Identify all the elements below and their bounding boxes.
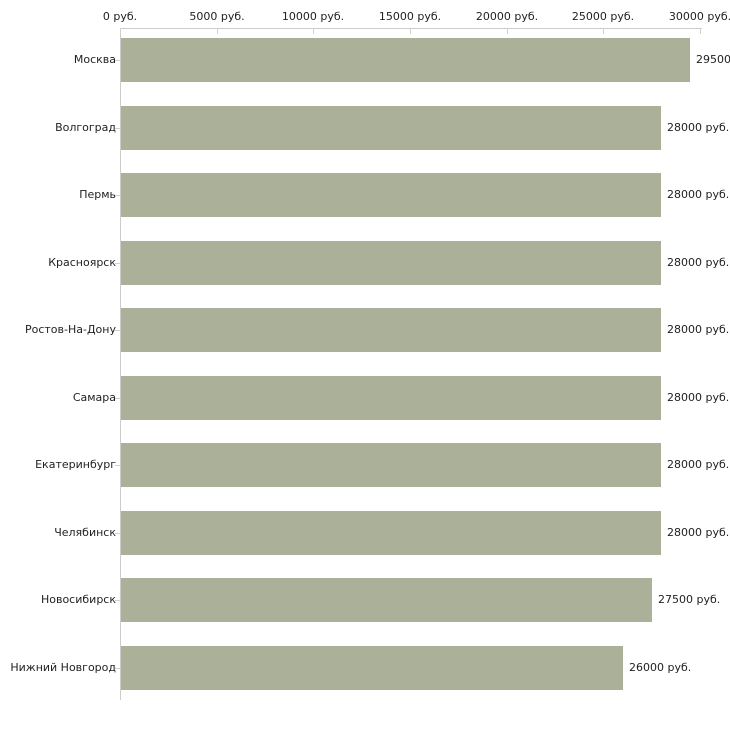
x-axis-tick-label: 20000 руб. xyxy=(475,10,539,23)
category-label: Новосибирск xyxy=(40,593,116,606)
bar xyxy=(120,106,661,150)
x-axis-tick xyxy=(120,28,121,34)
value-label: 28000 руб. xyxy=(667,391,730,404)
bar xyxy=(120,376,661,420)
value-label: 26000 руб. xyxy=(629,661,692,674)
y-axis-tick xyxy=(115,195,120,196)
value-label: 28000 руб. xyxy=(667,458,730,471)
x-axis-tick xyxy=(700,28,701,34)
category-label: Ростов-На-Дону xyxy=(24,323,116,336)
value-label: 29500 руб. xyxy=(696,53,730,66)
value-label: 28000 руб. xyxy=(667,256,730,269)
x-axis-tick-label: 25000 руб. xyxy=(571,10,635,23)
x-axis-tick xyxy=(217,28,218,34)
category-label: Екатеринбург xyxy=(35,458,116,471)
category-label: Челябинск xyxy=(54,526,116,539)
y-axis-line xyxy=(120,28,121,700)
category-label: Нижний Новгород xyxy=(10,661,116,674)
x-axis-tick xyxy=(507,28,508,34)
y-axis-tick xyxy=(115,398,120,399)
bar xyxy=(120,511,661,555)
x-axis-tick xyxy=(410,28,411,34)
x-axis-tick xyxy=(603,28,604,34)
category-label: Москва xyxy=(73,53,116,66)
y-axis-tick xyxy=(115,600,120,601)
value-label: 28000 руб. xyxy=(667,121,730,134)
category-label: Пермь xyxy=(79,188,116,201)
x-axis-tick-label: 30000 руб. xyxy=(668,10,730,23)
y-axis-tick xyxy=(115,128,120,129)
category-label: Красноярск xyxy=(48,256,116,269)
value-label: 27500 руб. xyxy=(658,593,721,606)
bar xyxy=(120,241,661,285)
y-axis-tick xyxy=(115,668,120,669)
value-label: 28000 руб. xyxy=(667,526,730,539)
bar xyxy=(120,578,652,622)
category-label: Самара xyxy=(72,391,116,404)
bar xyxy=(120,646,623,690)
x-axis-tick-label: 10000 руб. xyxy=(281,10,345,23)
bar xyxy=(120,308,661,352)
x-axis-tick xyxy=(313,28,314,34)
y-axis-tick xyxy=(115,330,120,331)
y-axis-tick xyxy=(115,60,120,61)
bar xyxy=(120,443,661,487)
bar xyxy=(120,38,690,82)
x-axis-line xyxy=(120,28,702,29)
x-axis-tick-label: 15000 руб. xyxy=(378,10,442,23)
x-axis-tick-label: 5000 руб. xyxy=(189,10,245,23)
y-axis-tick xyxy=(115,263,120,264)
x-axis-tick-label: 0 руб. xyxy=(102,10,138,23)
category-label: Волгоград xyxy=(55,121,116,134)
value-label: 28000 руб. xyxy=(667,188,730,201)
value-label: 28000 руб. xyxy=(667,323,730,336)
y-axis-tick xyxy=(115,533,120,534)
y-axis-tick xyxy=(115,465,120,466)
bar xyxy=(120,173,661,217)
